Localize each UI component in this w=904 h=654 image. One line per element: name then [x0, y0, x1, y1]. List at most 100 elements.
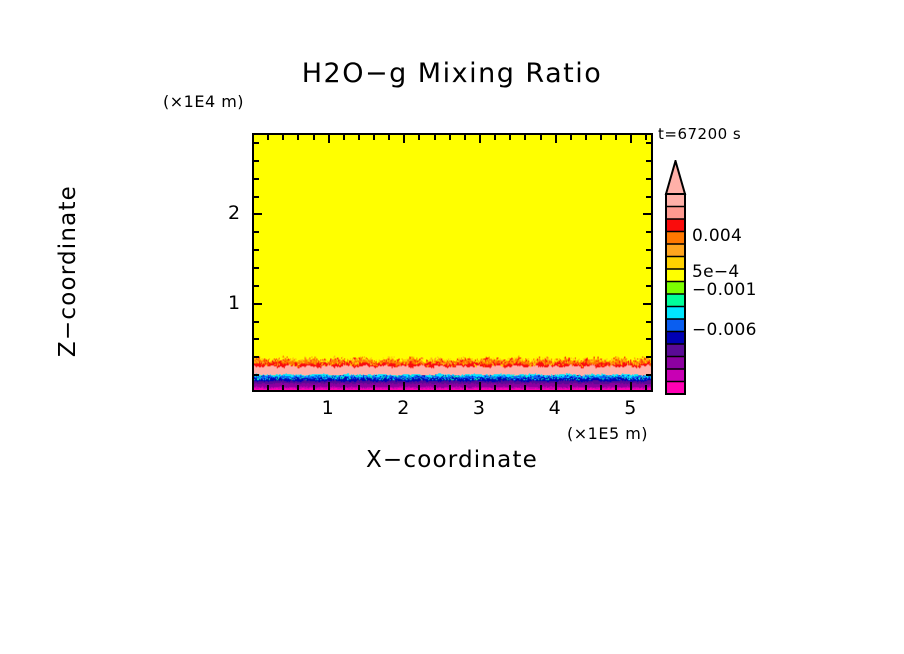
y-minor-tick: [253, 338, 259, 340]
x-tick-label: 4: [548, 397, 561, 419]
x-minor-tick: [434, 385, 436, 391]
x-minor-tick: [267, 385, 269, 391]
page-title: H2O−g Mixing Ratio: [301, 58, 603, 89]
x-major-tick: [555, 382, 557, 391]
x-minor-tick-top: [418, 134, 420, 140]
y-axis-unit-label: (×1E4 m): [163, 92, 245, 111]
colorbar-band-purple: [666, 356, 685, 370]
x-minor-tick: [509, 385, 511, 391]
x-major-tick: [403, 382, 405, 391]
y-minor-tick: [253, 321, 259, 323]
x-major-tick-top: [403, 134, 405, 143]
colorbar-arrow-tip: [664, 160, 687, 195]
x-axis-unit-label: (×1E5 m): [567, 424, 649, 443]
y-minor-tick: [253, 160, 259, 162]
x-minor-tick: [645, 385, 647, 391]
x-minor-tick-top: [600, 134, 602, 140]
y-minor-tick: [253, 249, 259, 251]
colorbar-band-blue: [666, 319, 685, 333]
colorbar-band-orange: [666, 231, 685, 245]
y-minor-tick-right: [646, 178, 652, 180]
x-major-tick-top: [328, 134, 330, 143]
y-minor-tick-right: [646, 267, 652, 269]
x-minor-tick: [600, 385, 602, 391]
y-minor-tick: [253, 356, 259, 358]
x-minor-tick-top: [494, 134, 496, 140]
colorbar-band-chartreuse: [666, 281, 685, 295]
colorbar-band-yellow: [666, 269, 685, 283]
y-minor-tick: [253, 267, 259, 269]
x-major-tick-top: [555, 134, 557, 143]
y-minor-tick-right: [646, 285, 652, 287]
colorbar-band-light-orange: [666, 244, 685, 258]
x-minor-tick: [615, 385, 617, 391]
colorbar-tick-label: −0.006: [692, 320, 757, 340]
x-minor-tick: [418, 385, 420, 391]
plot-area: [252, 133, 653, 392]
x-tick-label: 5: [624, 397, 637, 419]
y-axis-title: Z−coordinate: [55, 184, 81, 358]
y-major-tick: [253, 213, 262, 215]
x-minor-tick-top: [358, 134, 360, 140]
colorbar-band-magenta-purple: [666, 369, 685, 383]
y-minor-tick: [253, 285, 259, 287]
x-minor-tick-top: [540, 134, 542, 140]
y-minor-tick-right: [646, 196, 652, 198]
colorbar-tick-label: 0.004: [692, 226, 743, 246]
x-minor-tick: [494, 385, 496, 391]
x-minor-tick: [570, 385, 572, 391]
x-tick-label: 2: [397, 397, 410, 419]
y-minor-tick-right: [646, 142, 652, 144]
y-minor-tick-right: [646, 160, 652, 162]
x-minor-tick-top: [645, 134, 647, 140]
y-minor-tick: [253, 374, 259, 376]
colorbar-band-amber: [666, 256, 685, 270]
x-minor-tick-top: [509, 134, 511, 140]
x-minor-tick-top: [343, 134, 345, 140]
x-tick-label: 1: [321, 397, 334, 419]
x-tick-label: 3: [472, 397, 486, 419]
y-minor-tick: [253, 178, 259, 180]
contour-field: [254, 135, 651, 390]
x-minor-tick-top: [524, 134, 526, 140]
x-minor-tick-top: [464, 134, 466, 140]
x-minor-tick: [464, 385, 466, 391]
x-minor-tick-top: [434, 134, 436, 140]
x-minor-tick-top: [297, 134, 299, 140]
y-minor-tick-right: [646, 356, 652, 358]
x-minor-tick: [388, 385, 390, 391]
x-minor-tick: [297, 385, 299, 391]
x-minor-tick: [540, 385, 542, 391]
y-minor-tick-right: [646, 231, 652, 233]
colorbar: [664, 160, 688, 395]
y-minor-tick-right: [646, 338, 652, 340]
y-tick-label: 1: [228, 291, 241, 314]
x-minor-tick-top: [267, 134, 269, 140]
x-major-tick-top: [630, 134, 632, 143]
colorbar-band-navy: [666, 331, 685, 345]
x-minor-tick: [373, 385, 375, 391]
x-major-tick: [479, 382, 481, 391]
x-axis-title: X−coordinate: [365, 447, 539, 473]
x-minor-tick: [358, 385, 360, 391]
colorbar-band-spring-green: [666, 294, 685, 308]
x-major-tick: [328, 382, 330, 391]
y-major-tick: [253, 303, 262, 305]
colorbar-band-salmon: [666, 206, 685, 220]
x-minor-tick-top: [313, 134, 315, 140]
x-minor-tick: [585, 385, 587, 391]
colorbar-band-pale-pink: [666, 194, 685, 208]
x-minor-tick: [449, 385, 451, 391]
y-minor-tick-right: [646, 249, 652, 251]
x-minor-tick-top: [449, 134, 451, 140]
colorbar-outline: [665, 193, 686, 395]
colorbar-band-violet: [666, 344, 685, 358]
colorbar-band-cyan: [666, 306, 685, 320]
x-minor-tick-top: [282, 134, 284, 140]
x-minor-tick: [524, 385, 526, 391]
x-minor-tick-top: [570, 134, 572, 140]
x-minor-tick: [343, 385, 345, 391]
y-tick-label: 2: [228, 202, 241, 225]
y-minor-tick: [253, 196, 259, 198]
